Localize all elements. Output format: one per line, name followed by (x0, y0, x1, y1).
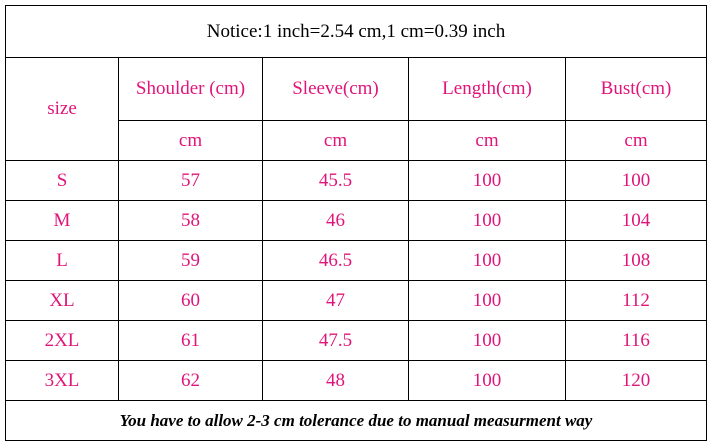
cell: 57 (118, 160, 263, 201)
unit: cm (118, 120, 263, 161)
cell: 46 (262, 200, 409, 241)
size: 2XL (5, 320, 119, 361)
cell: 59 (118, 240, 263, 281)
size: M (5, 200, 119, 241)
data-row: 3XL 62 48 100 120 (5, 360, 707, 401)
cell: 104 (565, 200, 707, 241)
data-row: L 59 46.5 100 108 (5, 240, 707, 281)
cell: 62 (118, 360, 263, 401)
cell: 48 (262, 360, 409, 401)
unit: cm (408, 120, 566, 161)
cell: 100 (408, 360, 566, 401)
header-row: size Shoulder (cm) Sleeve(cm) Length(cm) Bus… (5, 57, 707, 161)
column-header: Sleeve(cm) (262, 57, 409, 121)
notice: Notice:1 inch=2.54 cm,1 cm=0.39 inch (5, 5, 707, 58)
cell: 116 (565, 320, 707, 361)
notice-row: Notice:1 inch=2.54 cm,1 cm=0.39 inch (5, 5, 707, 58)
data-row: 2XL 61 47.5 100 116 (5, 320, 707, 361)
cell: 100 (408, 200, 566, 241)
unit: cm (565, 120, 707, 161)
cell: 61 (118, 320, 263, 361)
cell: 46.5 (262, 240, 409, 281)
size: 3XL (5, 360, 119, 401)
cell: 100 (408, 240, 566, 281)
cell: 108 (565, 240, 707, 281)
cell: 47 (262, 280, 409, 321)
column-header: Bust(cm) (565, 57, 707, 121)
data-row: M 58 46 100 104 (5, 200, 707, 241)
size: S (5, 160, 119, 201)
cell: 58 (118, 200, 263, 241)
data-row: S 57 45.5 100 100 (5, 160, 707, 201)
cell: 100 (408, 320, 566, 361)
cell: 100 (408, 280, 566, 321)
column-header: Shoulder (cm) (118, 57, 263, 121)
cell: 100 (408, 160, 566, 201)
cell: 45.5 (262, 160, 409, 201)
cell: 60 (118, 280, 263, 321)
size: XL (5, 280, 119, 321)
unit-row: cm cm cm cm (6, 120, 707, 161)
footer-row: You have to allow 2-3 cm tolerance due t… (5, 400, 707, 441)
cell: 120 (565, 360, 707, 401)
cell: 100 (565, 160, 707, 201)
size: L (5, 240, 119, 281)
size-label: size (5, 57, 119, 161)
cell: 112 (565, 280, 707, 321)
column-header: Length(cm) (408, 57, 566, 121)
footer-note: You have to allow 2-3 cm tolerance due t… (5, 400, 707, 441)
unit: cm (262, 120, 409, 161)
cell: 47.5 (262, 320, 409, 361)
table-body: Notice:1 inch=2.54 cm,1 cm=0.39 inch siz… (5, 5, 707, 441)
data-row: XL 60 47 100 112 (5, 280, 707, 321)
size-table: Notice:1 inch=2.54 cm,1 cm=0.39 inch siz… (5, 5, 707, 441)
